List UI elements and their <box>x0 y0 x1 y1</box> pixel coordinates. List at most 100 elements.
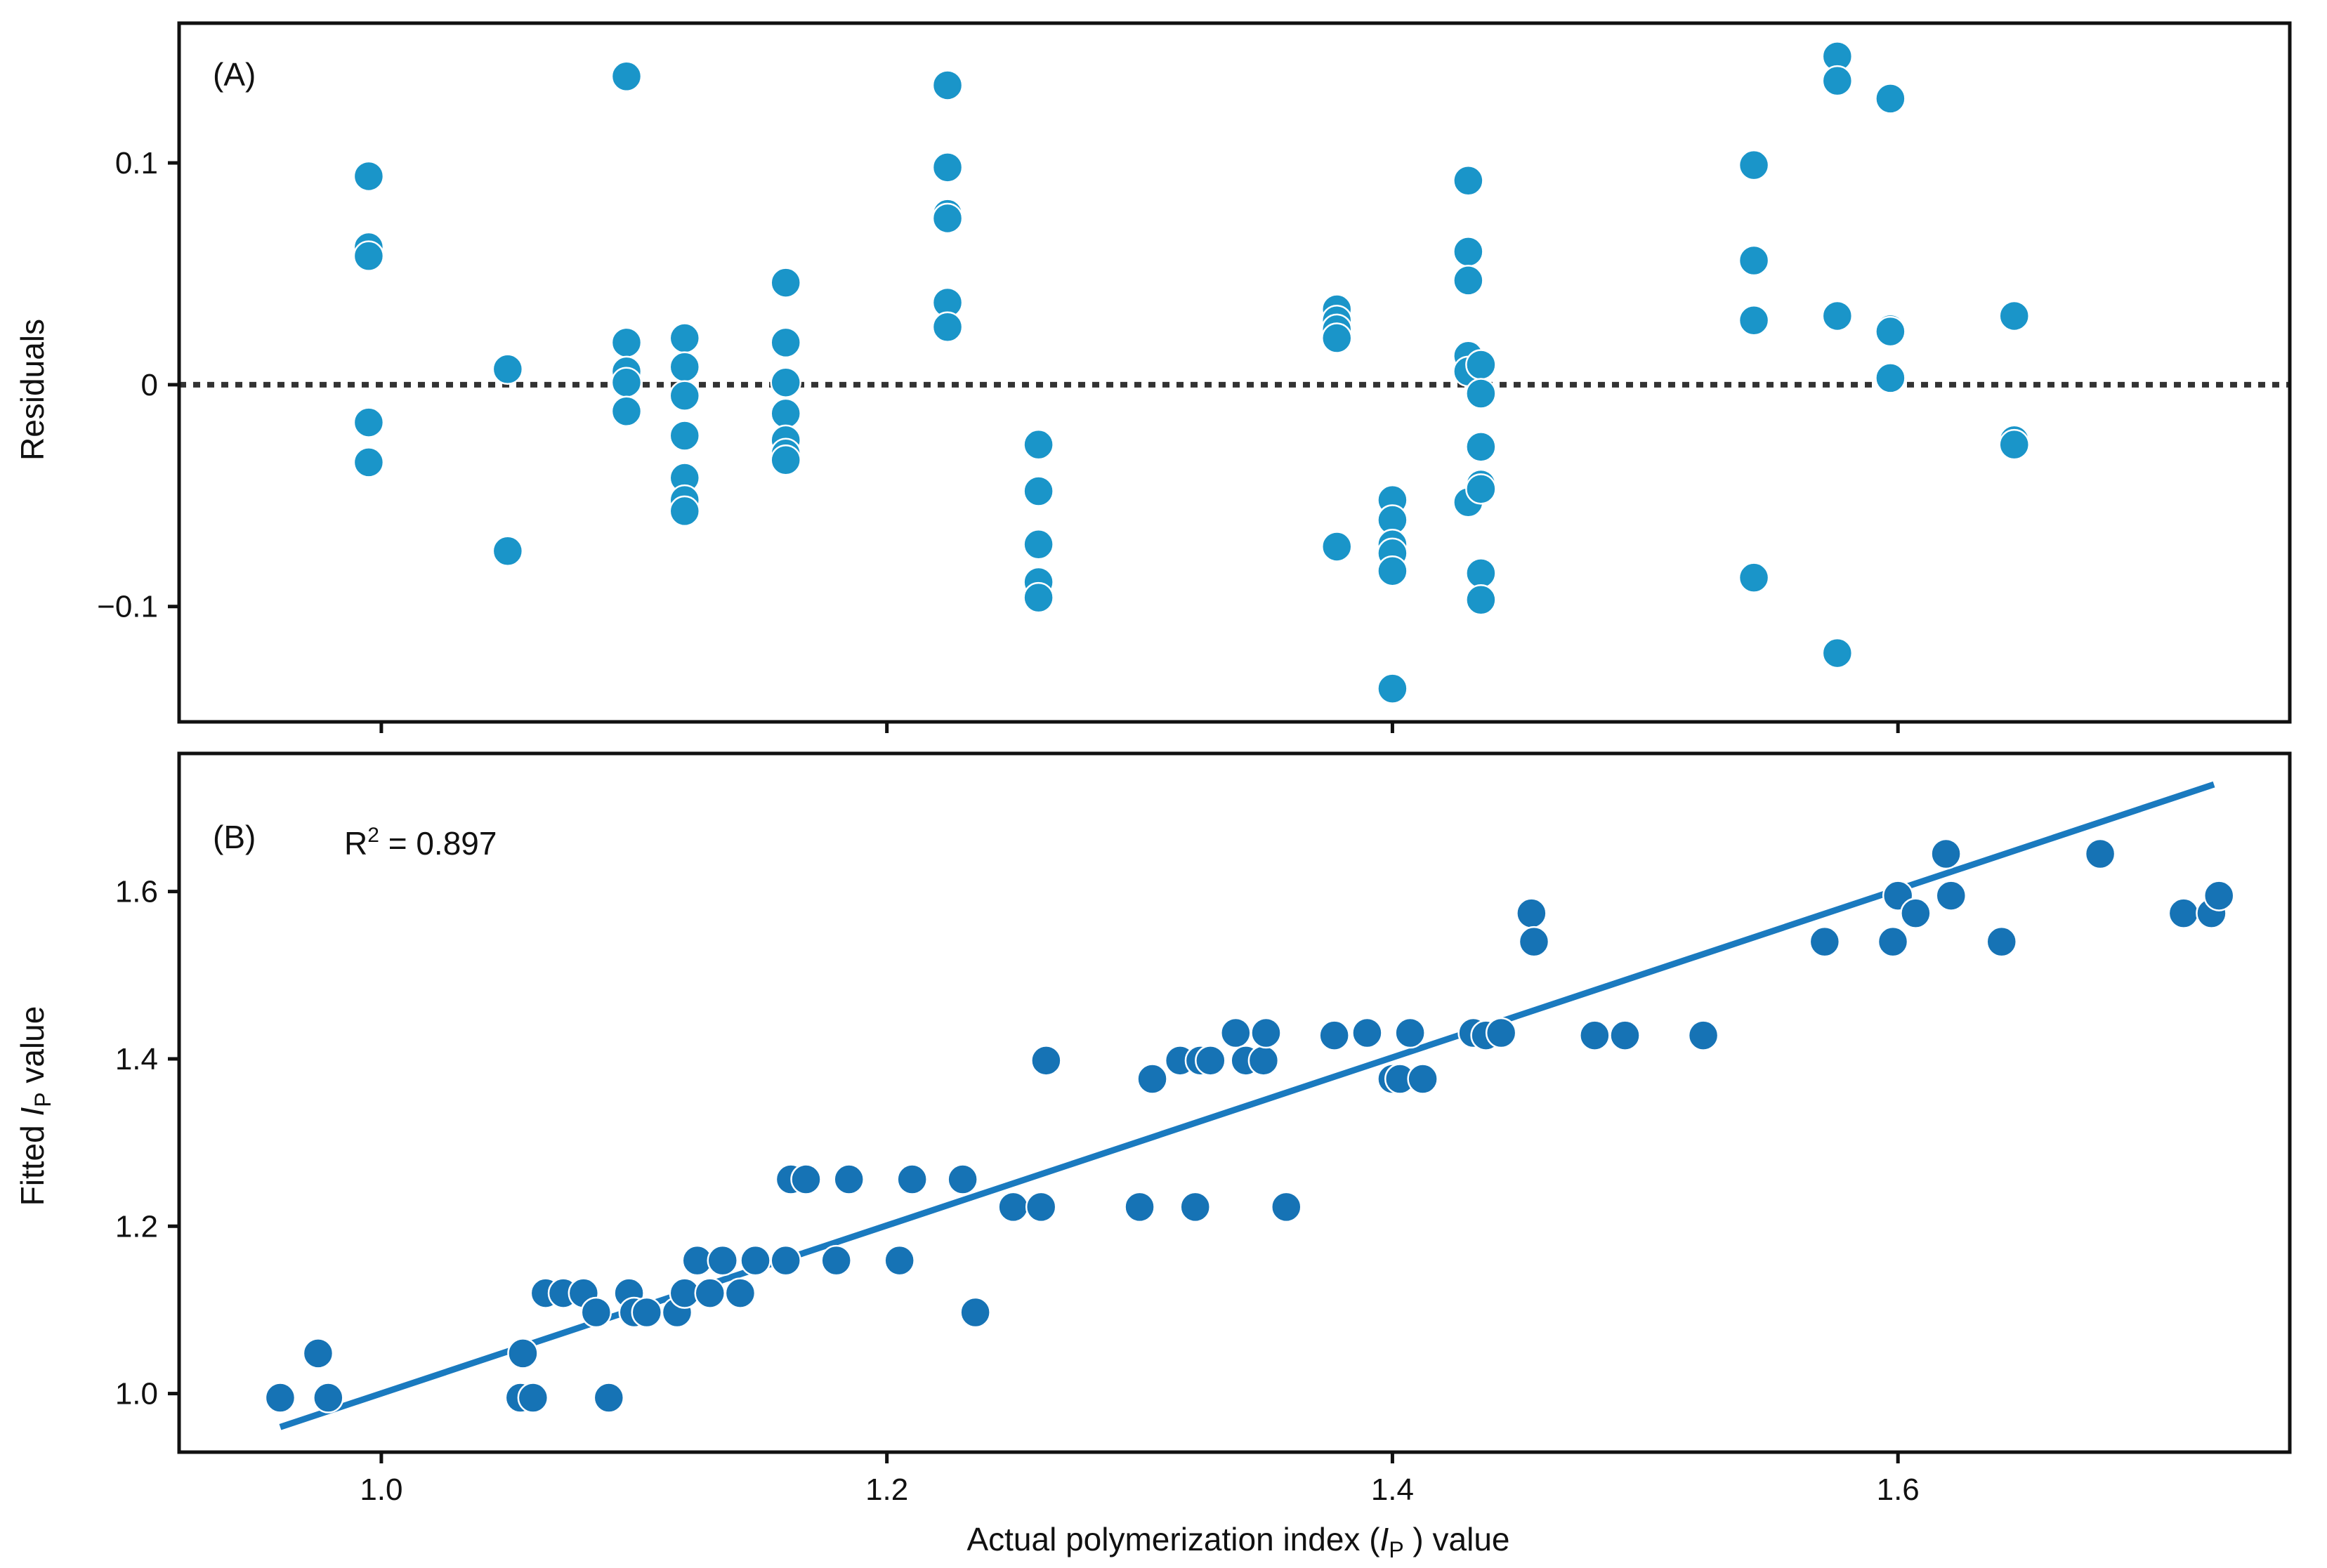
data-point <box>2203 880 2235 911</box>
data-point <box>1247 1045 1280 1076</box>
data-point <box>1465 431 1497 463</box>
data-point <box>1407 1063 1438 1095</box>
data-point <box>1821 637 1854 669</box>
data-point <box>1821 300 1854 332</box>
y-tick-label: 0 <box>141 368 158 402</box>
data-point <box>694 1277 726 1309</box>
data-point <box>770 267 801 298</box>
data-point <box>1518 925 1550 958</box>
data-point <box>1579 1020 1611 1051</box>
data-point <box>1023 529 1054 560</box>
data-point <box>1465 584 1497 616</box>
fitted-y-label-italic: I <box>14 1107 51 1116</box>
data-point <box>931 202 964 235</box>
data-point <box>833 1164 865 1195</box>
data-point <box>610 395 643 428</box>
data-point <box>770 327 801 359</box>
data-point <box>1738 149 1770 181</box>
data-point <box>884 1244 915 1277</box>
data-point <box>669 380 701 411</box>
data-point <box>1136 1063 1168 1095</box>
fitted-y-label-subscript: P <box>30 1092 55 1107</box>
data-point <box>790 1164 822 1195</box>
panel-label-b: (B) <box>213 819 256 855</box>
data-point <box>724 1277 756 1309</box>
data-point <box>947 1164 978 1195</box>
data-point <box>1485 1017 1517 1049</box>
data-point <box>610 367 643 398</box>
fitted-y-label-prefix: Fitted <box>14 1116 51 1206</box>
x-axis-label: Actual polymerization index (IP ) value <box>966 1521 1509 1562</box>
data-point <box>1738 305 1770 336</box>
data-point <box>1687 1020 1719 1051</box>
r-squared-annotation: R2 = 0.897 <box>344 824 497 862</box>
x-label-italic: I <box>1380 1521 1389 1557</box>
data-point <box>353 447 385 478</box>
data-point <box>770 444 801 476</box>
panel-label-a: (A) <box>213 56 256 93</box>
fitted-plot-frame <box>177 751 2292 1454</box>
y-tick-label: 1.2 <box>115 1209 158 1244</box>
data-point <box>707 1244 738 1277</box>
x-tick-label: 1.0 <box>360 1473 402 1507</box>
data-point <box>353 407 385 438</box>
data-point <box>1900 897 1932 929</box>
regression-fit-line <box>279 781 2215 1430</box>
y-tick-label: 1.0 <box>115 1377 158 1411</box>
data-point <box>2168 897 2200 929</box>
data-point <box>669 322 701 354</box>
data-point <box>517 1382 549 1414</box>
data-point <box>1809 925 1841 958</box>
data-point <box>1935 880 1967 911</box>
data-point <box>1195 1045 1226 1076</box>
data-point <box>1023 428 1054 461</box>
data-point <box>1271 1191 1302 1223</box>
data-point <box>2084 838 2116 870</box>
residuals-plot-frame <box>177 21 2292 724</box>
x-tick-label: 1.6 <box>1877 1473 1920 1507</box>
data-point <box>1023 475 1054 507</box>
data-point <box>1465 558 1497 589</box>
y-tick-label: 1.6 <box>115 875 158 909</box>
data-point <box>931 70 964 101</box>
data-point <box>1453 165 1484 197</box>
data-point <box>1609 1020 1641 1051</box>
data-point <box>1465 473 1497 505</box>
data-point <box>1220 1017 1252 1049</box>
data-point <box>1875 315 1906 348</box>
residual-points <box>353 41 2030 704</box>
residuals-y-axis-label: Residuals <box>14 319 51 461</box>
x-label-subscript: P <box>1389 1537 1403 1562</box>
residuals-y-ticks: −0.1 0 0.1 <box>97 146 179 624</box>
data-point <box>353 160 385 192</box>
data-point <box>1453 265 1484 296</box>
x-label-suffix: ) value <box>1404 1521 1510 1557</box>
data-point <box>1738 562 1770 593</box>
data-point <box>931 311 964 343</box>
y-tick-label: −0.1 <box>97 590 158 624</box>
data-point <box>770 367 801 398</box>
data-point <box>593 1382 625 1414</box>
data-point <box>1377 673 1408 704</box>
data-point <box>669 351 701 383</box>
data-point <box>264 1382 296 1414</box>
fitted-x-ticks: 1.0 1.2 1.4 1.6 <box>360 1452 1920 1507</box>
data-point <box>997 1191 1029 1223</box>
data-point <box>492 353 524 386</box>
fitted-y-axis-label: Fitted IP value <box>14 1006 55 1206</box>
data-point <box>820 1244 852 1277</box>
data-point <box>353 240 385 272</box>
data-point <box>1998 428 2030 461</box>
data-point <box>740 1244 771 1277</box>
data-point <box>896 1164 928 1195</box>
data-point <box>1465 349 1497 381</box>
data-point <box>1877 925 1909 958</box>
data-point <box>1738 244 1770 277</box>
data-point <box>1453 236 1484 268</box>
data-point <box>1394 1017 1426 1049</box>
data-point <box>610 60 643 93</box>
data-point <box>1821 65 1854 97</box>
x-tick-label: 1.4 <box>1371 1473 1414 1507</box>
data-point <box>1318 1020 1350 1051</box>
data-point <box>507 1338 539 1369</box>
